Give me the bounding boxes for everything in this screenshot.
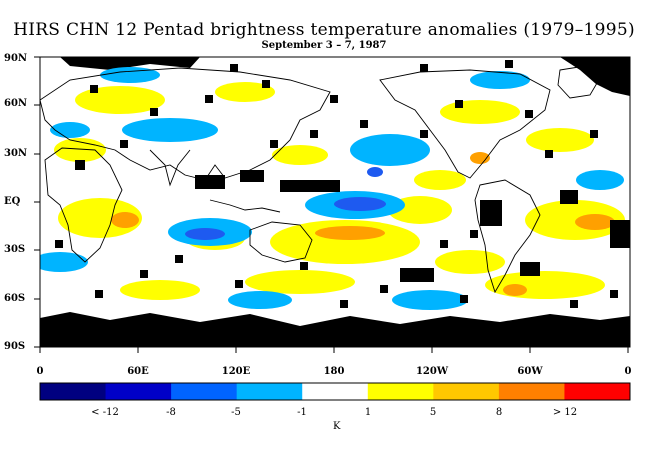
colorbar-label-7: > 12 <box>552 407 578 418</box>
india-outline <box>149 149 191 187</box>
lat-label-90n: 90N <box>4 53 28 64</box>
coastlines <box>40 65 601 294</box>
colorbar-label-0: < -12 <box>91 407 119 418</box>
missing-data-blocks <box>55 60 630 308</box>
colorbar-swatch-8 <box>564 383 631 400</box>
colorbar-label-3: -1 <box>297 407 307 418</box>
colorbar-swatch-4 <box>302 383 369 400</box>
lat-label-30n: 30N <box>4 148 28 159</box>
lon-label-60w: 60W <box>517 366 543 377</box>
colorbar-swatch-5 <box>367 383 434 400</box>
colorbar-label-2: -5 <box>231 407 241 418</box>
lat-label-30s: 30S <box>4 244 26 255</box>
lon-label-120w: 120W <box>415 366 449 377</box>
greenland-outline <box>557 65 601 99</box>
lon-label-0: 0 <box>36 366 44 377</box>
colorbar <box>40 383 631 400</box>
axis-ticks <box>34 56 629 353</box>
missing-data-arctic-west <box>60 57 200 70</box>
africa-outline <box>44 147 123 263</box>
lat-label-eq: EQ <box>4 196 21 207</box>
colorbar-frame <box>39 382 631 401</box>
colorbar-swatch-6 <box>433 383 500 400</box>
missing-data-antarctic <box>40 312 630 347</box>
lon-label-180: 180 <box>323 366 345 377</box>
lat-label-90s: 90S <box>4 341 26 352</box>
lon-label-60e: 60E <box>127 366 149 377</box>
map-title: HIRS CHN 12 Pentad brightness temperatur… <box>13 20 635 40</box>
cool-anomaly-regions <box>40 67 624 310</box>
cold-anomaly-regions <box>185 167 386 240</box>
colorbar-swatch-7 <box>498 383 565 400</box>
lat-label-60n: 60N <box>4 98 28 109</box>
eurasia-outline <box>40 67 331 181</box>
colorbar-label-6: 8 <box>495 407 503 418</box>
warm-anomaly-regions <box>54 82 625 300</box>
colorbar-swatch-1 <box>105 383 172 400</box>
indonesia-outline <box>209 199 281 213</box>
map-subtitle: September 3 – 7, 1987 <box>261 40 387 51</box>
colorbar-swatch-0 <box>40 383 107 400</box>
anomaly-field <box>40 57 630 347</box>
south-america-outline <box>474 179 541 294</box>
colorbar-label-5: 5 <box>429 407 437 418</box>
colorbar-label-4: 1 <box>364 407 372 418</box>
lon-label-120e: 120E <box>221 366 251 377</box>
hot-anomaly-regions <box>111 152 615 296</box>
colorbar-label-1: -8 <box>166 407 176 418</box>
colorbar-swatch-2 <box>171 383 238 400</box>
lon-label-0-end: 0 <box>624 366 632 377</box>
australia-outline <box>249 221 313 263</box>
colorbar-unit: K <box>333 421 341 432</box>
colorbar-swatch-3 <box>236 383 303 400</box>
north-america-outline <box>379 69 551 179</box>
lat-label-60s: 60S <box>4 293 26 304</box>
